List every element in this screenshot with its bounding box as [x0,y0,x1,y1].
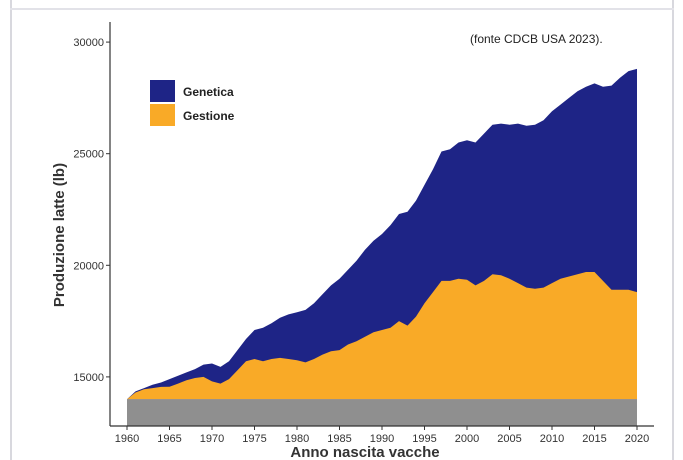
x-axis-title: Anno nascita vacche [290,444,439,460]
panel-border-right [672,0,674,460]
chart-areas [127,68,637,426]
x-tick-label: 1965 [157,433,181,445]
y-axis-ticks: 15000 20000 25000 30000 [73,37,110,384]
x-tick-label: 1970 [200,433,224,445]
source-note: (fonte CDCB USA 2023). [470,32,603,46]
legend: Genetica Gestione [150,80,235,126]
x-axis-ticks: 1960 1965 1970 1975 1980 1985 1990 1995 2000 2005… [115,426,649,445]
x-tick-label: 2000 [455,433,479,445]
x-tick-label: 1995 [412,433,436,445]
x-tick-label: 2005 [497,433,521,445]
legend-swatch-genetica [150,80,175,102]
y-axis-title: Produzione latte (lb) [51,163,68,307]
area-gestione [127,272,637,400]
base-area [127,399,637,426]
legend-label-genetica: Genetica [183,85,234,99]
y-tick-label: 25000 [73,149,104,161]
panel-border-top [10,8,674,10]
x-tick-label: 2010 [540,433,564,445]
x-tick-label: 1975 [242,433,266,445]
x-tick-label: 1985 [327,433,351,445]
x-tick-label: 2020 [625,433,649,445]
y-tick-label: 30000 [73,37,104,49]
legend-swatch-gestione [150,104,175,126]
panel-border-left [10,0,12,460]
x-tick-label: 1980 [285,433,309,445]
legend-label-gestione: Gestione [183,109,235,123]
x-tick-label: 1960 [115,433,139,445]
x-tick-label: 2015 [582,433,606,445]
y-tick-label: 20000 [73,260,104,272]
x-tick-label: 1990 [370,433,394,445]
y-tick-label: 15000 [73,372,104,384]
